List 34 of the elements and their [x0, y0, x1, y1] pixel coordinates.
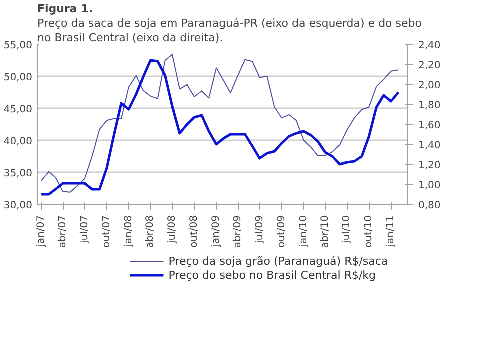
y-tick-label: 35,00 [4, 168, 33, 180]
x-tick-label: jan/11 [386, 215, 397, 248]
x-tick-label: out/08 [189, 215, 200, 248]
y2-tick-label: 1,60 [418, 120, 441, 132]
x-tick-label: jul/09 [254, 215, 266, 244]
y2-tick-label: 1,40 [418, 140, 441, 152]
y-tick-label: 30,00 [4, 200, 33, 212]
x-tick-label: jan/07 [36, 215, 48, 248]
x-tick-label: abr/08 [145, 215, 156, 248]
y-tick-label: 45,00 [4, 104, 33, 116]
y2-tick-label: 2,20 [418, 60, 441, 72]
y2-tick-label: 1,20 [418, 160, 441, 172]
chart-title: Figura 1. [38, 2, 93, 16]
y-tick-label: 40,00 [4, 136, 33, 148]
legend-label: Preço da soja grão (Paranaguá) R$/saca [168, 255, 388, 268]
x-tick-label: abr/09 [232, 215, 244, 248]
x-tick-label: abr/10 [320, 215, 331, 248]
y-tick-label: 55,00 [4, 40, 33, 52]
x-tick-label: jul/08 [166, 215, 178, 244]
y2-tick-label: 1,80 [418, 100, 441, 112]
x-tick-label: out/09 [276, 215, 288, 248]
x-tick-label: abr/07 [58, 215, 69, 248]
x-tick-label: jan/09 [211, 215, 222, 248]
x-tick-label: jul/07 [79, 215, 90, 244]
x-tick-label: out/07 [101, 215, 112, 248]
y-tick-label: 50,00 [4, 72, 33, 84]
x-tick-label: jan/08 [123, 215, 134, 248]
y2-tick-label: 1,00 [418, 180, 441, 192]
legend-label: Preço do sebo no Brasil Central R$/kg [168, 269, 376, 282]
y2-tick-label: 2,00 [418, 80, 441, 92]
x-tick-label: jan/10 [298, 215, 310, 248]
x-tick-label: out/10 [364, 215, 375, 248]
x-tick-label: jul/10 [342, 215, 353, 244]
y2-tick-label: 0,80 [418, 200, 441, 212]
